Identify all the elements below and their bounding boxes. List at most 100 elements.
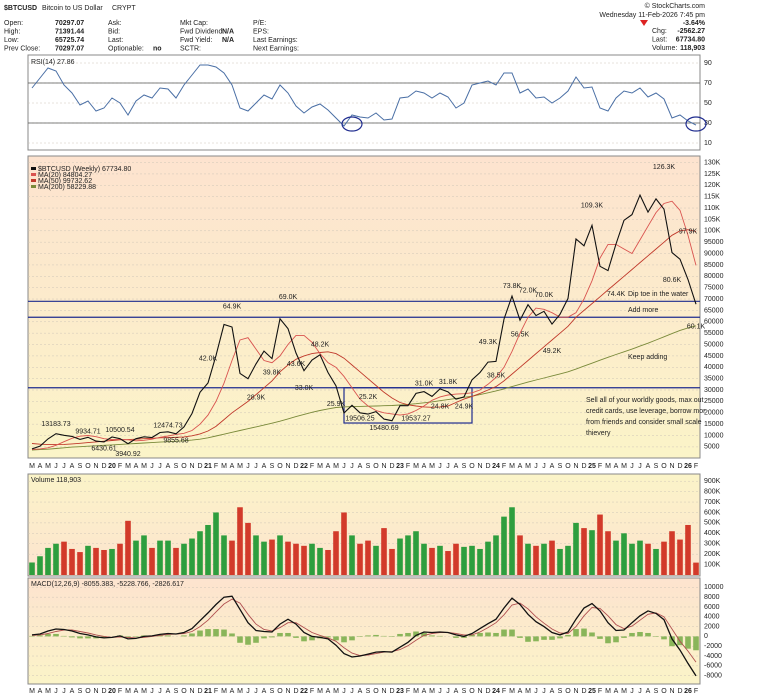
note: Add more xyxy=(628,307,658,314)
x-tick-label: 21 xyxy=(204,688,212,695)
histogram-bar xyxy=(685,636,691,649)
histogram-bar xyxy=(605,636,611,644)
x-tick-label: J xyxy=(150,463,154,470)
legend-swatch xyxy=(31,179,36,182)
histogram-bar xyxy=(197,630,203,637)
rsi-line xyxy=(31,64,697,127)
volume-bar xyxy=(597,514,603,575)
volume-bar xyxy=(93,547,99,575)
y-tick-label: 130K xyxy=(704,159,721,166)
x-tick-label: M xyxy=(45,688,51,695)
histogram-bar xyxy=(325,636,331,638)
x-tick-label: A xyxy=(70,463,75,470)
volume-bar xyxy=(261,541,267,575)
y-tick-label: 80000 xyxy=(704,273,724,280)
volume-bar xyxy=(661,541,667,575)
volume-bar xyxy=(141,535,147,575)
x-tick-label: S xyxy=(270,463,275,470)
histogram-bar xyxy=(373,634,379,637)
volume-bar xyxy=(533,545,539,575)
x-tick-label: D xyxy=(581,463,586,470)
histogram-bar xyxy=(469,634,475,637)
x-tick-label: S xyxy=(78,463,83,470)
y-tick-label: 900K xyxy=(704,478,721,485)
histogram-bar xyxy=(621,636,627,638)
x-tick-label: N xyxy=(477,463,482,470)
x-tick-label: M xyxy=(125,688,131,695)
histogram-bar xyxy=(37,635,43,637)
histogram-bar xyxy=(661,636,667,640)
peak-label: 39.8K xyxy=(263,370,282,377)
x-tick-label: J xyxy=(342,688,346,695)
histogram-bar xyxy=(637,631,643,637)
histogram-bar xyxy=(509,629,515,637)
x-tick-label: F xyxy=(598,688,602,695)
x-tick-label: M xyxy=(45,463,51,470)
x-tick-label: D xyxy=(389,463,394,470)
volume-bar xyxy=(109,548,115,575)
volume-bar xyxy=(549,540,555,575)
histogram-bar xyxy=(165,635,171,637)
x-tick-label: A xyxy=(550,463,555,470)
x-tick-label: 20 xyxy=(108,688,116,695)
x-tick-label: A xyxy=(134,463,139,470)
x-tick-label: M xyxy=(317,688,323,695)
x-tick-label: J xyxy=(158,688,162,695)
field-label: High: xyxy=(4,28,20,35)
volume-bar xyxy=(621,533,627,575)
volume-bar xyxy=(357,543,363,575)
volume-bar xyxy=(437,545,443,575)
histogram-bar xyxy=(405,632,411,637)
x-tick-label: D xyxy=(197,463,202,470)
volume-bar xyxy=(101,549,107,575)
y-tick-label: 4000 xyxy=(704,614,720,621)
x-tick-label: A xyxy=(230,463,235,470)
x-tick-label: A xyxy=(518,688,523,695)
histogram-bar xyxy=(565,634,571,637)
x-tick-label: O xyxy=(85,463,91,470)
x-tick-label: F xyxy=(214,463,218,470)
x-tick-label: N xyxy=(381,688,386,695)
x-tick-label: N xyxy=(477,688,482,695)
x-tick-label: J xyxy=(350,463,354,470)
y-tick-label: 100K xyxy=(704,228,721,235)
x-tick-label: D xyxy=(485,463,490,470)
histogram-bar xyxy=(581,628,587,637)
x-tick-label: N xyxy=(381,463,386,470)
volume-bar xyxy=(325,549,331,575)
volume-bar xyxy=(461,546,467,575)
peak-label: 9934.71 xyxy=(75,429,100,436)
y-tick-label: 10000 xyxy=(704,584,724,591)
volume-bar xyxy=(581,528,587,575)
histogram-bar xyxy=(269,636,275,638)
x-tick-label: 22 xyxy=(300,688,308,695)
volume-bar xyxy=(613,540,619,575)
x-tick-label: S xyxy=(462,463,467,470)
peak-label: 3940.92 xyxy=(115,451,140,458)
peak-label: 24.8K xyxy=(431,404,450,411)
x-tick-label: A xyxy=(230,688,235,695)
x-tick-label: S xyxy=(366,463,371,470)
volume-panel xyxy=(27,473,701,577)
histogram-bar xyxy=(293,636,299,638)
x-tick-label: N xyxy=(669,463,674,470)
x-tick-label: O xyxy=(85,688,91,695)
histogram-bar xyxy=(277,632,283,637)
volume-bar xyxy=(165,540,171,575)
histogram-bar xyxy=(189,633,195,637)
field-label: Fwd Yield: xyxy=(180,37,212,44)
y-tick-label: 85000 xyxy=(704,262,724,269)
x-tick-label: N xyxy=(93,688,98,695)
histogram-bar xyxy=(453,636,459,638)
volume-bar xyxy=(69,548,75,575)
histogram-bar xyxy=(501,629,507,637)
x-tick-label: 26 xyxy=(684,463,692,470)
y-tick-label: 6000 xyxy=(704,604,720,611)
x-tick-label: 26 xyxy=(684,688,692,695)
volume-bar xyxy=(477,548,483,575)
y-tick-label: 35000 xyxy=(704,376,724,383)
legend-entry: MA(20) 84804.27 xyxy=(38,172,92,179)
x-tick-label: A xyxy=(358,688,363,695)
x-tick-label: J xyxy=(254,688,258,695)
y-tick-label: 65000 xyxy=(704,307,724,314)
